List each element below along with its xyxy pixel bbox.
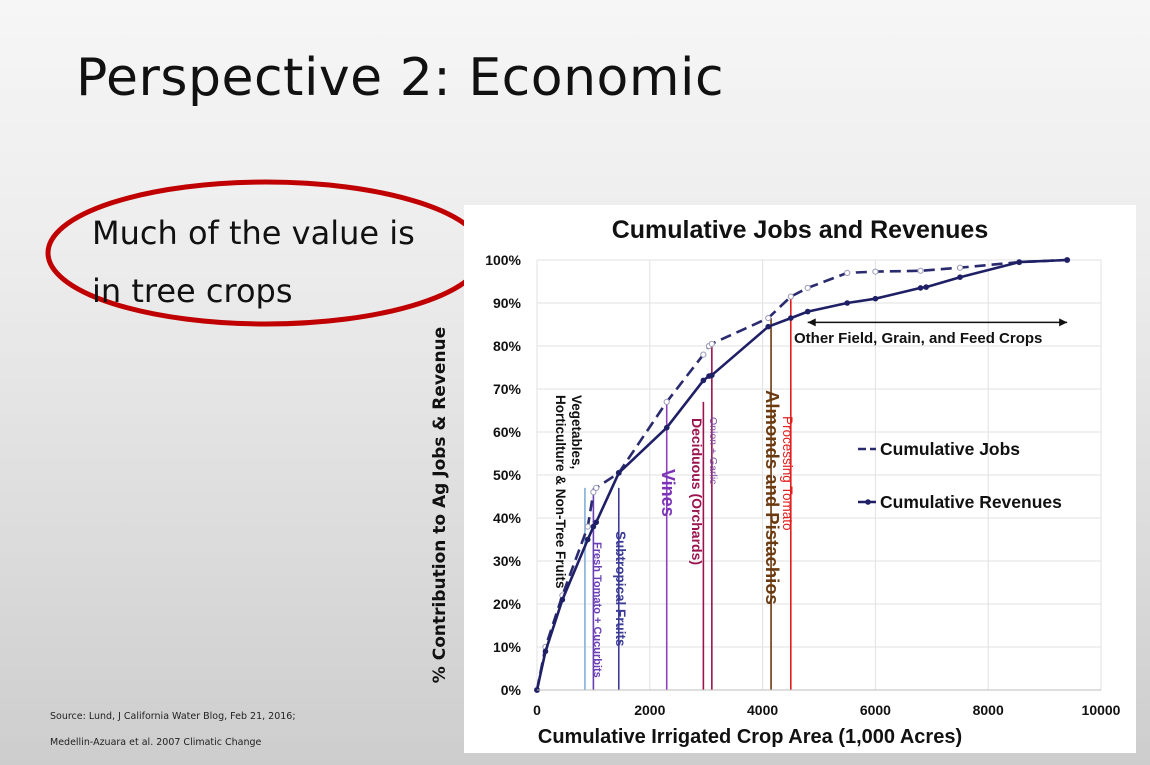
x-tick-label: 6000 bbox=[860, 702, 891, 718]
y-tick-label: 100% bbox=[485, 252, 521, 268]
bullet-line-2: in tree crops bbox=[92, 272, 293, 310]
jobs-point bbox=[956, 264, 964, 271]
chart-panel: 0% 10% 20% 30% 40% 50% 60% 70% 80% 90% 100% 0 2000 40… bbox=[464, 205, 1136, 753]
chart: 0% 10% 20% 30% 40% 50% 60% 70% 80% 90% 100% 0 2000 40… bbox=[485, 216, 1120, 748]
revenues-point bbox=[1016, 259, 1023, 265]
y-tick-label: 10% bbox=[493, 639, 522, 655]
revenues-point bbox=[542, 648, 549, 655]
revenues-point bbox=[615, 470, 622, 476]
source-line-1: Source: Lund, J California Water Blog, F… bbox=[50, 711, 296, 722]
revenues-point bbox=[663, 424, 670, 431]
y-tick-label: 30% bbox=[493, 553, 522, 569]
annot-subtropical: Subtropical Fruits bbox=[613, 531, 628, 647]
bullet-text: Much of the value is in tree crops bbox=[92, 204, 472, 320]
revenues-point bbox=[700, 377, 707, 384]
jobs-point bbox=[584, 523, 591, 530]
slide-title: Perspective 2: Economic bbox=[76, 48, 725, 108]
jobs-point bbox=[844, 269, 851, 277]
annot-deciduous: Deciduous (Orchards) bbox=[689, 418, 705, 565]
revenues-point bbox=[709, 372, 715, 379]
y-tick-label: 80% bbox=[493, 338, 522, 354]
revenues-point bbox=[923, 284, 929, 290]
arrowhead-right bbox=[1059, 318, 1068, 327]
jobs-point bbox=[787, 293, 794, 300]
source-line-2: Medellin-Azuara et al. 2007 Climatic Cha… bbox=[50, 737, 262, 748]
revenues-point bbox=[593, 519, 600, 526]
revenues-point bbox=[765, 323, 772, 330]
revenues-point bbox=[584, 536, 591, 543]
bullet-line-1: Much of the value is bbox=[92, 214, 415, 252]
annotations: Vegetables,Horticulture & Non-Tree Fruit… bbox=[553, 318, 1068, 678]
annot-other-crops: Other Field, Grain, and Feed Crops bbox=[794, 330, 1042, 347]
jobs-point bbox=[917, 267, 924, 274]
y-tick-label: 40% bbox=[493, 510, 522, 526]
y-tick-label: 70% bbox=[493, 381, 522, 397]
x-tick-label: 10000 bbox=[1082, 702, 1121, 718]
annot-processing-tomato: Processing Tomato bbox=[780, 416, 795, 531]
x-tick-label: 2000 bbox=[634, 702, 665, 718]
revenues-point bbox=[917, 285, 924, 291]
crop-dividers bbox=[584, 296, 792, 690]
x-tick-label: 4000 bbox=[747, 702, 778, 718]
jobs-point bbox=[593, 484, 600, 491]
revenues-point bbox=[1064, 257, 1070, 263]
y-tick-label: 90% bbox=[493, 295, 522, 311]
annot-onion-garlic: Onion + Garlic bbox=[707, 417, 719, 484]
revenues-point bbox=[590, 523, 597, 530]
revenues-point bbox=[804, 308, 811, 315]
y-tick-label: 60% bbox=[493, 424, 522, 440]
revenues-point bbox=[844, 300, 850, 306]
x-tick-label: 0 bbox=[533, 702, 541, 718]
chart-title: Cumulative Jobs and Revenues bbox=[612, 216, 989, 244]
y-axis-title: % Contribution to Ag Jobs & Revenue bbox=[430, 326, 450, 684]
jobs-point bbox=[804, 284, 811, 292]
jobs-point bbox=[663, 398, 670, 405]
annot-fresh-tomato: Fresh Tomato + Cucurbits bbox=[591, 542, 603, 678]
legend-jobs-label: Cumulative Jobs bbox=[880, 439, 1020, 459]
y-tick-label: 20% bbox=[493, 596, 522, 612]
axes: 0% 10% 20% 30% 40% 50% 60% 70% 80% 90% 100% 0 2000 40… bbox=[485, 252, 1120, 718]
jobs-point bbox=[765, 314, 772, 322]
annot-vines: Vines bbox=[658, 469, 678, 517]
legend-revenues-marker bbox=[865, 499, 871, 505]
revenues-point bbox=[957, 274, 963, 280]
arrowhead-left bbox=[807, 318, 816, 327]
revenues-point bbox=[872, 295, 879, 302]
annot-almonds: Almonds and Pistachios bbox=[762, 390, 783, 605]
x-axis-title: Cumulative Irrigated Crop Area (1,000 Ac… bbox=[538, 726, 962, 748]
legend-revenues-label: Cumulative Revenues bbox=[880, 492, 1062, 512]
x-tick-label: 8000 bbox=[973, 702, 1004, 718]
annot-horticulture: Horticulture & Non-Tree Fruits bbox=[553, 395, 568, 589]
y-tick-label: 50% bbox=[493, 467, 522, 483]
jobs-point bbox=[872, 268, 879, 275]
jobs-point bbox=[708, 340, 715, 347]
series-layer bbox=[533, 256, 1071, 694]
grid bbox=[536, 259, 1102, 691]
annot-vegetables: Vegetables, bbox=[569, 395, 584, 469]
y-tick-label: 0% bbox=[501, 682, 522, 698]
jobs-point bbox=[700, 351, 707, 358]
jobs-point bbox=[590, 489, 597, 496]
revenues-point bbox=[788, 315, 794, 321]
legend: Cumulative Jobs Cumulative Revenues bbox=[858, 439, 1062, 512]
revenues-point bbox=[559, 596, 566, 603]
